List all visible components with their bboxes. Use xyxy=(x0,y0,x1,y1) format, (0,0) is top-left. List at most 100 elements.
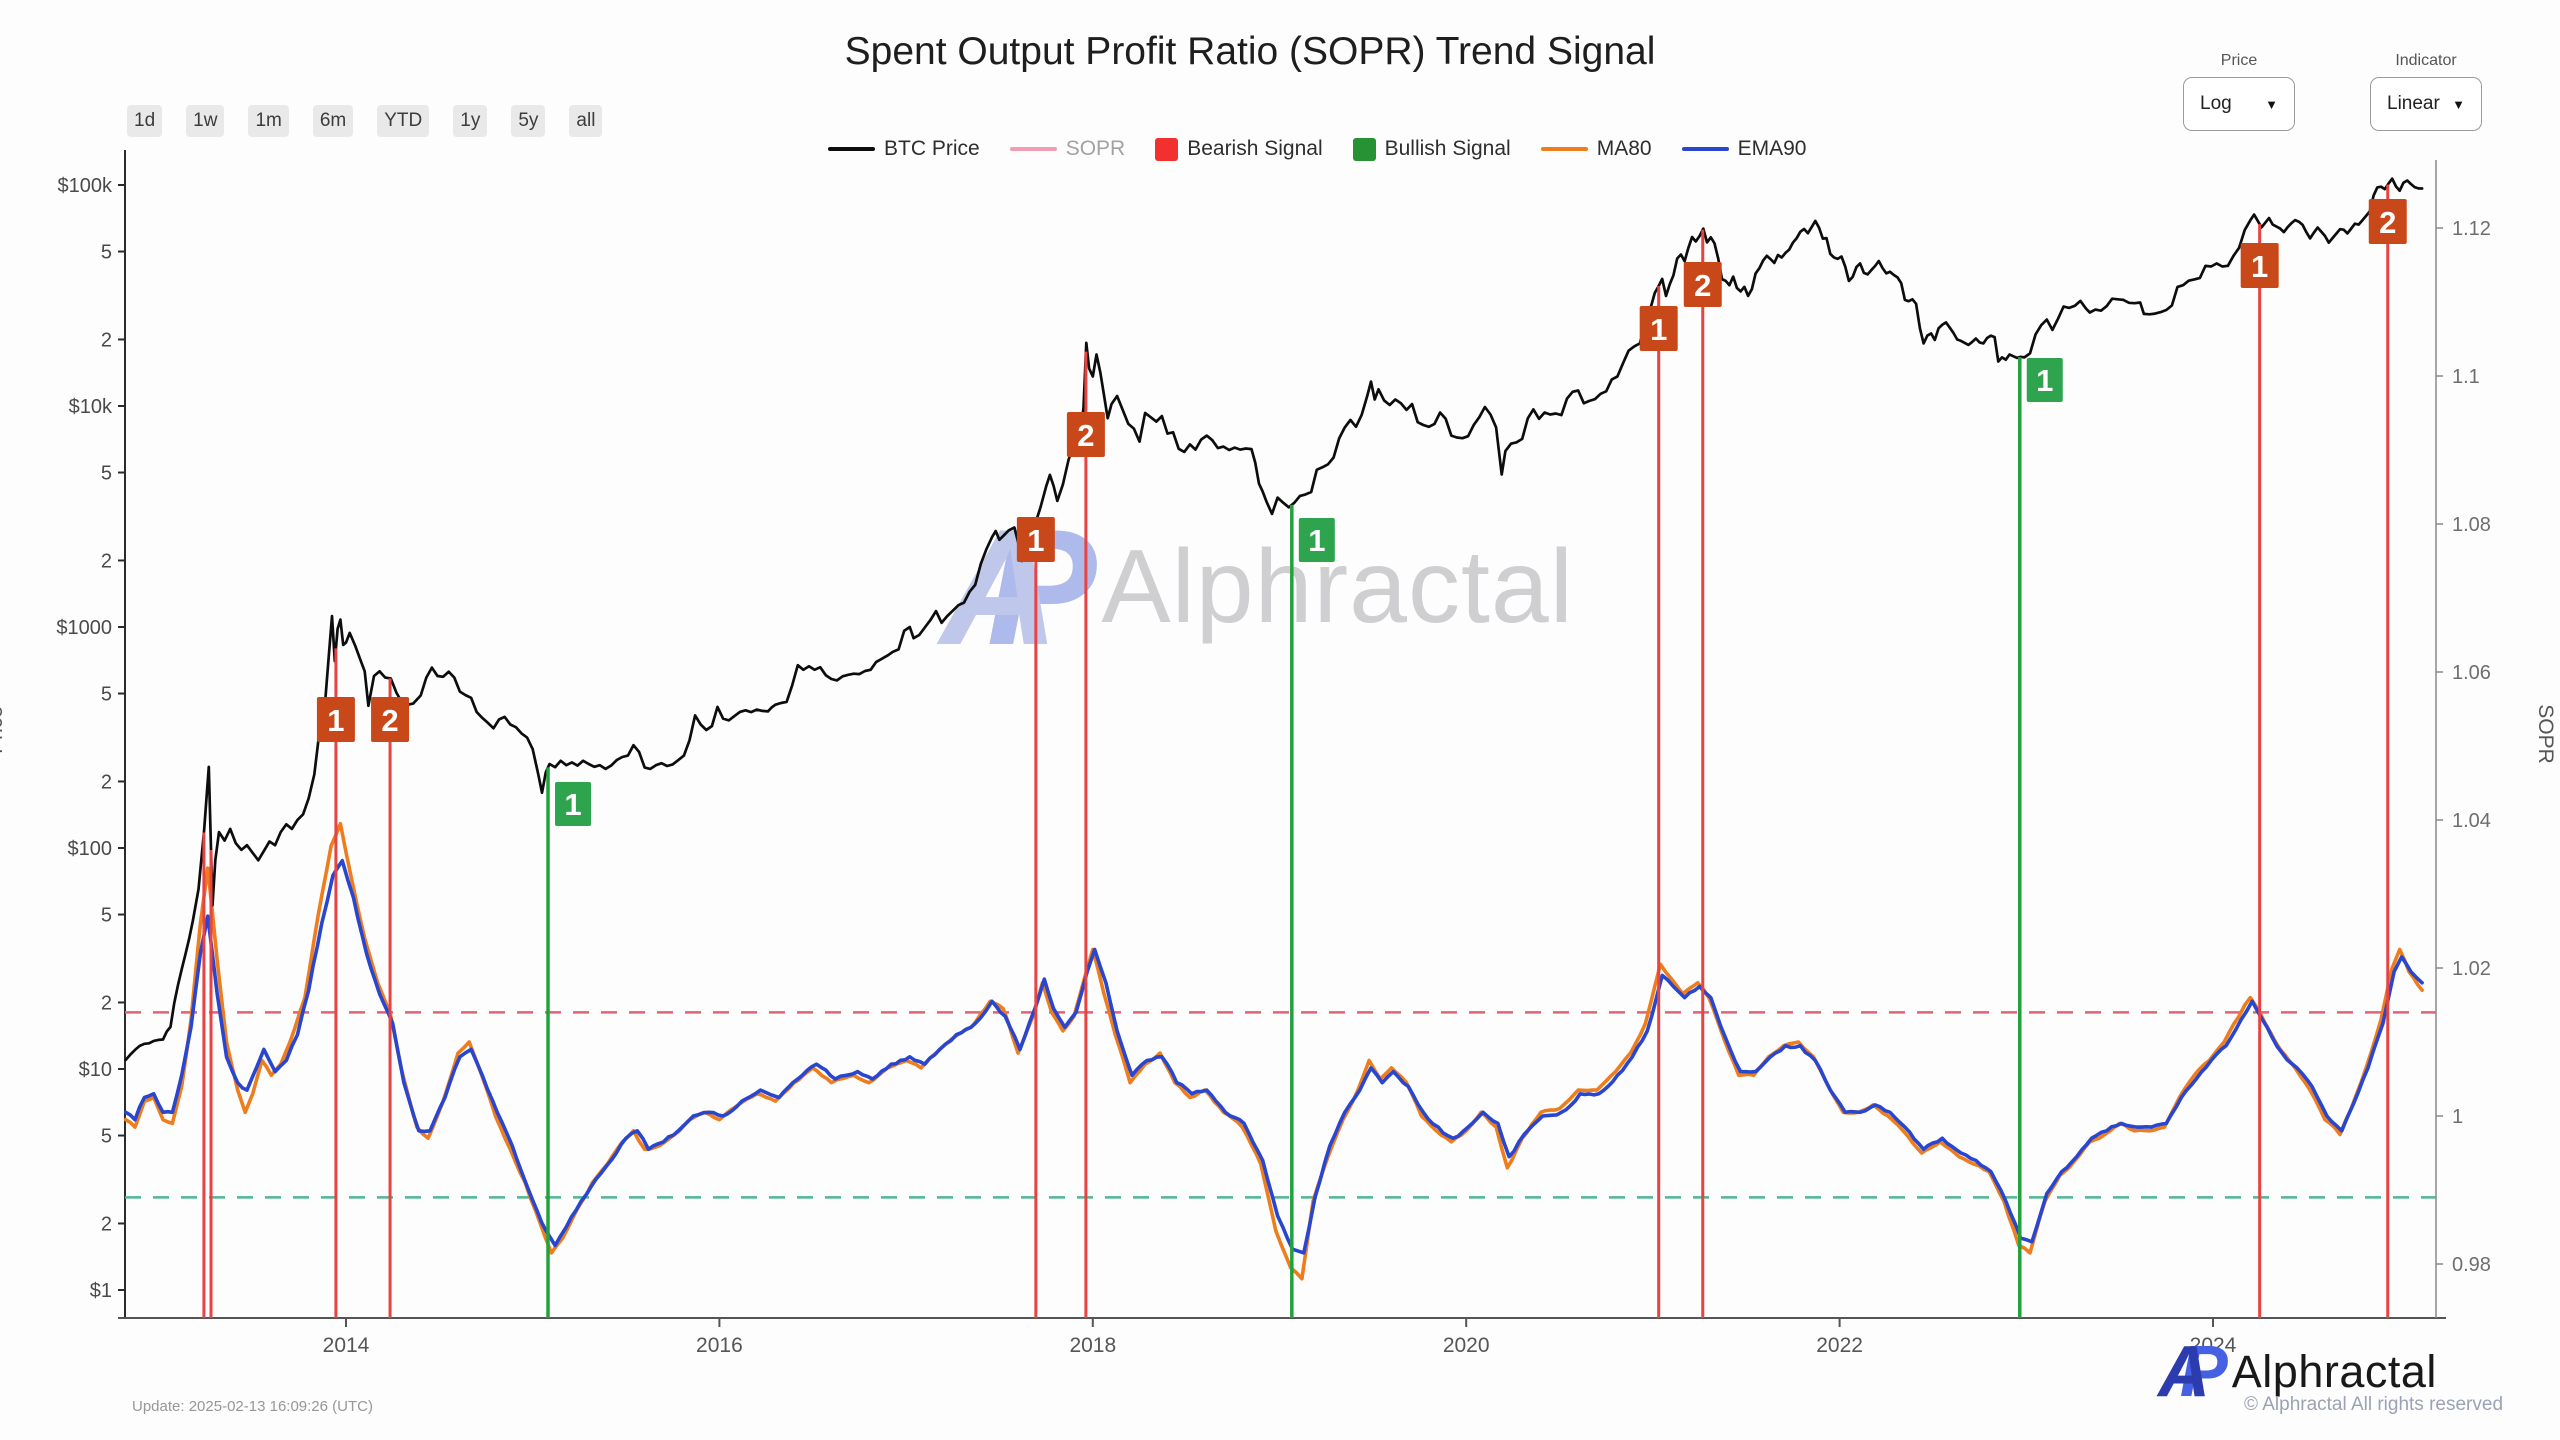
bearish-signal-marker xyxy=(316,697,355,742)
brand-name: Alphractal xyxy=(2231,1346,2437,1397)
svg-text:$1: $1 xyxy=(90,1280,112,1302)
svg-text:2018: 2018 xyxy=(1069,1334,1116,1357)
price-scale-dropdown[interactable]: Log ▼ xyxy=(2183,77,2295,131)
page-title: Spent Output Profit Ratio (SOPR) Trend S… xyxy=(844,30,1656,73)
indicator-scale-dropdown[interactable]: Linear ▼ xyxy=(2370,77,2482,131)
sopr-swatch-icon xyxy=(1009,147,1057,151)
legend-item-sopr[interactable]: SOPR xyxy=(1009,137,1126,161)
bearish-signal-marker xyxy=(1639,306,1678,351)
bullish-signal-swatch-icon xyxy=(1352,137,1376,161)
legend-label: MA80 xyxy=(1596,137,1652,160)
svg-text:2: 2 xyxy=(101,329,112,351)
bearish-signal-marker xyxy=(1683,262,1722,307)
legend-label: Bullish Signal xyxy=(1384,137,1511,160)
svg-text:0.98: 0.98 xyxy=(2452,1254,2491,1276)
legend-item-bearish-signal[interactable]: Bearish Signal xyxy=(1155,137,1323,161)
btc-price-line xyxy=(124,177,2424,1062)
indicator-dropdown-label: Indicator xyxy=(2395,52,2457,69)
svg-text:1: 1 xyxy=(1650,312,1667,347)
legend-item-btc-price[interactable]: BTC Price xyxy=(828,137,980,161)
svg-text:1.08: 1.08 xyxy=(2452,514,2491,536)
svg-text:1.06: 1.06 xyxy=(2452,662,2491,684)
range-button-1d[interactable]: 1d xyxy=(127,105,163,137)
range-buttons: 1d 1w 1m 6m YTD 1y 5y all xyxy=(127,105,603,137)
bullish-signal-marker xyxy=(2026,358,2063,402)
range-button-6m[interactable]: 6m xyxy=(312,105,354,137)
price-axis-title: Price xyxy=(0,706,7,754)
legend-label: SOPR xyxy=(1065,137,1126,160)
watermark-text: Alphractal xyxy=(1101,529,1574,645)
svg-text:$10: $10 xyxy=(79,1059,112,1081)
svg-text:1.1: 1.1 xyxy=(2452,366,2480,388)
range-button-all[interactable]: all xyxy=(569,105,603,137)
svg-text:$10k: $10k xyxy=(69,396,113,418)
indicator-scale-value: Linear xyxy=(2387,93,2440,114)
price-axis-ticks: $100k 5 2 $10k 5 2 $1000 5 2 $100 5 2 $10 5 2 $1 xyxy=(56,175,125,1302)
ema90-swatch-icon xyxy=(1681,147,1729,151)
svg-text:1: 1 xyxy=(2036,363,2053,398)
svg-text:5: 5 xyxy=(101,463,112,485)
svg-text:$100: $100 xyxy=(68,838,113,860)
svg-text:2: 2 xyxy=(101,550,112,572)
svg-text:5: 5 xyxy=(101,1126,112,1148)
svg-text:1: 1 xyxy=(2251,249,2268,284)
price-scale-value: Log xyxy=(2200,93,2232,114)
btc-price-swatch-icon xyxy=(828,147,875,151)
bullish-signal-marker xyxy=(555,782,592,826)
range-button-1w[interactable]: 1w xyxy=(186,105,225,137)
indicator-scale-control: Indicator Linear ▼ xyxy=(2370,52,2482,131)
range-button-5y[interactable]: 5y xyxy=(511,105,546,137)
svg-text:$1000: $1000 xyxy=(56,617,112,639)
legend-item-ema90[interactable]: EMA90 xyxy=(1681,137,1807,161)
copyright-text: © Alphractal All rights reserved xyxy=(2244,1394,2504,1415)
bearish-signal-marker xyxy=(1016,517,1055,562)
ema90-line xyxy=(123,858,2424,1255)
svg-text:1.12: 1.12 xyxy=(2452,218,2491,240)
legend-label: EMA90 xyxy=(1737,137,1807,160)
bullish-signal-marker xyxy=(1298,518,1335,562)
signal-lines xyxy=(202,184,2390,1318)
range-button-1m[interactable]: 1m xyxy=(248,105,289,137)
svg-text:2022: 2022 xyxy=(1816,1334,1863,1357)
svg-text:2024: 2024 xyxy=(2190,1334,2237,1357)
svg-text:5: 5 xyxy=(101,905,112,927)
svg-text:5: 5 xyxy=(101,684,112,706)
range-button-ytd[interactable]: YTD xyxy=(377,105,430,137)
svg-text:1.04: 1.04 xyxy=(2452,810,2491,832)
svg-text:1: 1 xyxy=(2452,1106,2463,1128)
ma80-swatch-icon xyxy=(1540,147,1588,151)
svg-text:5: 5 xyxy=(101,242,112,264)
legend-item-bullish-signal[interactable]: Bullish Signal xyxy=(1352,137,1511,161)
svg-text:2: 2 xyxy=(2379,205,2396,240)
bearish-signal-marker xyxy=(1066,412,1105,457)
bearish-signal-swatch-icon xyxy=(1155,137,1179,161)
svg-text:2: 2 xyxy=(1694,268,1711,303)
svg-text:1: 1 xyxy=(564,787,581,822)
svg-text:2016: 2016 xyxy=(696,1334,743,1357)
alphractal-logo-icon: AP xyxy=(2158,1332,2228,1412)
svg-text:2: 2 xyxy=(101,992,112,1014)
price-scale-control: Price Log ▼ xyxy=(2183,52,2295,131)
svg-text:2014: 2014 xyxy=(323,1334,370,1357)
chevron-down-icon: ▼ xyxy=(2265,96,2278,112)
price-dropdown-label: Price xyxy=(2220,52,2258,69)
bearish-signal-marker xyxy=(2368,199,2407,244)
legend-label: Bearish Signal xyxy=(1187,137,1323,160)
svg-text:2: 2 xyxy=(101,771,112,793)
time-axis-ticks: 2014 2016 2018 2020 2022 2024 xyxy=(323,1318,2237,1357)
sopr-axis-title: SOPR xyxy=(2533,704,2557,764)
axes xyxy=(118,150,2446,1319)
brand-footer: AP Alphractal © Alphractal All rights re… xyxy=(2158,1336,2503,1416)
sopr-axis-ticks: 1.12 1.1 1.08 1.06 1.04 1.02 1 0.98 xyxy=(2436,218,2491,1276)
update-timestamp: Update: 2025-02-13 16:09:26 (UTC) xyxy=(132,1398,373,1415)
range-button-1y[interactable]: 1y xyxy=(453,105,488,137)
svg-text:1: 1 xyxy=(327,703,344,738)
svg-text:$100k: $100k xyxy=(58,175,113,197)
svg-text:2: 2 xyxy=(101,1213,112,1235)
svg-text:1.02: 1.02 xyxy=(2452,958,2491,980)
chart-legend: BTC Price SOPR Bearish Signal Bullish Signa… xyxy=(828,137,1806,161)
legend-item-ma80[interactable]: MA80 xyxy=(1540,137,1652,161)
